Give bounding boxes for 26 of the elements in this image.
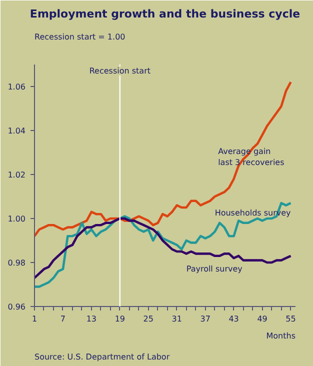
- y-tick-label: 0.98: [8, 258, 26, 268]
- line-series: [34, 80, 292, 238]
- series-label: Average gain last 3 recoveries: [218, 146, 284, 167]
- x-tick-label: 19: [114, 314, 126, 324]
- line-series: [34, 202, 292, 288]
- y-tick-label: 0.96: [8, 302, 26, 312]
- x-tick-label: 1: [32, 314, 38, 324]
- x-tick-label: 7: [60, 314, 66, 324]
- x-tick-label: 31: [172, 314, 182, 324]
- series-label: Payroll survey: [186, 264, 243, 274]
- x-tick-label: 49: [257, 314, 268, 324]
- source-note: Source: U.S. Department of Labor: [34, 352, 170, 362]
- y-tick-label: 1.04: [8, 126, 26, 136]
- x-tick-label: 25: [143, 314, 154, 324]
- x-tick-label: 13: [86, 314, 97, 324]
- line-series: [34, 217, 292, 280]
- chart-subtitle: Recession start = 1.00: [34, 32, 126, 42]
- y-tick-label: 1.00: [8, 214, 26, 224]
- ref-line-label: Recession start: [89, 66, 150, 76]
- x-axis-title: Months: [266, 332, 296, 340]
- x-tick-label: 37: [200, 314, 210, 324]
- x-tick-label: 43: [228, 314, 239, 324]
- y-tick-label: 1.02: [8, 170, 26, 180]
- chart-title: Employment growth and the business cycle: [30, 8, 300, 20]
- y-tick-label: 1.06: [8, 82, 26, 92]
- x-tick-label: 55: [286, 314, 296, 324]
